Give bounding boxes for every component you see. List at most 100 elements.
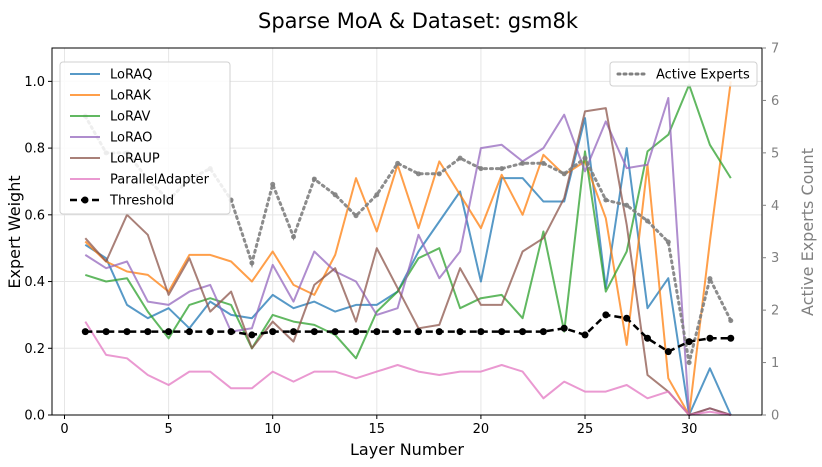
threshold-point — [581, 331, 589, 339]
y-tick-label: 0.2 — [24, 342, 45, 357]
x-tick-label: 30 — [681, 422, 698, 437]
threshold-point — [519, 328, 527, 336]
x-tick-label: 5 — [164, 422, 172, 437]
threshold-point — [165, 328, 173, 336]
y2-tick-label: 1 — [771, 356, 779, 371]
x-axis-label: Layer Number — [350, 440, 464, 459]
legend-marker-threshold — [81, 196, 89, 204]
active-experts-point — [291, 234, 297, 240]
threshold-point — [643, 334, 651, 342]
active-experts-point — [457, 155, 463, 161]
chart-title: Sparse MoA & Dataset: gsm8k — [258, 9, 579, 33]
threshold-point — [706, 334, 714, 342]
legend-right-box — [609, 61, 758, 87]
active-experts-point — [332, 192, 338, 198]
series-line-lorak — [84, 81, 732, 416]
x-axis-ticks: 0 5 10 15 20 25 30 — [60, 415, 697, 437]
threshold-point — [623, 314, 631, 322]
active-experts-point — [436, 171, 442, 177]
threshold-point — [414, 328, 422, 336]
legend-left: LoRAQ LoRAK LoRAV LoRAO LoRAUP ParallelAdapte… — [59, 61, 231, 215]
x-tick-label: 10 — [264, 422, 281, 437]
threshold-point — [498, 328, 506, 336]
legend-label: LoRAUP — [110, 152, 160, 167]
active-experts-point — [582, 155, 588, 161]
threshold-point — [81, 328, 89, 336]
threshold-point — [560, 324, 568, 332]
threshold-point — [331, 328, 339, 336]
threshold-point — [477, 328, 485, 336]
y-axis-ticks: 0.0 0.2 0.4 0.6 0.8 1.0 — [24, 75, 52, 424]
active-experts-point — [395, 160, 401, 166]
legend-label: LoRAK — [110, 89, 151, 104]
threshold-point — [248, 331, 256, 339]
x-tick-label: 20 — [473, 422, 490, 437]
threshold-point — [352, 328, 360, 336]
active-experts-point — [728, 318, 734, 324]
legend-label: LoRAO — [110, 131, 152, 146]
legend-label: Active Experts — [656, 68, 750, 83]
legend-label: LoRAV — [110, 110, 151, 125]
active-experts-point — [624, 202, 630, 208]
active-experts-point — [415, 171, 421, 177]
threshold-point — [144, 328, 152, 336]
y2-tick-label: 2 — [771, 304, 779, 319]
active-experts-point — [270, 181, 276, 187]
threshold-point — [664, 348, 672, 356]
active-experts-point — [478, 166, 484, 172]
y-tick-label: 0.8 — [24, 142, 45, 157]
y-tick-label: 0.0 — [24, 409, 45, 424]
threshold-point — [435, 328, 443, 336]
y2-tick-label: 5 — [771, 146, 779, 161]
y2-axis-ticks: 0 1 2 3 4 5 6 7 — [762, 42, 779, 424]
active-experts-point — [603, 197, 609, 203]
series-line-paralleladapter — [84, 321, 731, 416]
threshold-point — [602, 311, 610, 319]
plot-frame — [51, 47, 763, 416]
threshold-point — [185, 328, 193, 336]
threshold-point — [290, 328, 298, 336]
threshold-point — [394, 328, 402, 336]
active-experts-point — [374, 192, 380, 198]
legend-right: Active Experts — [609, 61, 758, 87]
active-experts-point — [353, 213, 359, 219]
x-tick-label: 0 — [60, 422, 68, 437]
legend-label: LoRAQ — [110, 68, 152, 83]
threshold-point — [206, 328, 214, 336]
y-tick-label: 1.0 — [24, 75, 45, 90]
active-experts-point — [520, 160, 526, 166]
legend-label: ParallelAdapter — [110, 173, 210, 188]
series-line-lorao — [84, 97, 732, 416]
threshold-point — [539, 328, 547, 336]
active-experts-point — [499, 166, 505, 172]
threshold-point — [123, 328, 131, 336]
y2-tick-label: 4 — [771, 199, 779, 214]
active-experts-point — [540, 160, 546, 166]
x-tick-label: 25 — [577, 422, 594, 437]
active-experts-point — [644, 218, 650, 224]
y-tick-label: 0.4 — [24, 275, 45, 290]
active-experts-point — [311, 176, 317, 182]
threshold-point — [310, 328, 318, 336]
y2-tick-label: 6 — [771, 94, 779, 109]
y2-axis-label: Active Experts Count — [798, 148, 817, 316]
threshold-point — [456, 328, 464, 336]
threshold-point — [685, 338, 693, 346]
threshold-line — [85, 313, 731, 354]
threshold-point — [102, 328, 110, 336]
x-tick-label: 15 — [369, 422, 386, 437]
y-tick-label: 0.6 — [24, 208, 45, 223]
active-experts-point — [561, 171, 567, 177]
y2-tick-label: 3 — [771, 251, 779, 266]
active-experts-point — [665, 239, 671, 245]
active-experts-point — [686, 360, 692, 366]
active-experts-point — [707, 276, 713, 282]
active-experts-point — [249, 260, 255, 266]
legend-left-box — [59, 61, 231, 215]
threshold-point — [373, 328, 381, 336]
threshold-point — [269, 328, 277, 336]
y-axis-label: Expert Weight — [5, 175, 24, 288]
threshold-point — [727, 334, 735, 342]
legend-label: Threshold — [109, 194, 174, 209]
